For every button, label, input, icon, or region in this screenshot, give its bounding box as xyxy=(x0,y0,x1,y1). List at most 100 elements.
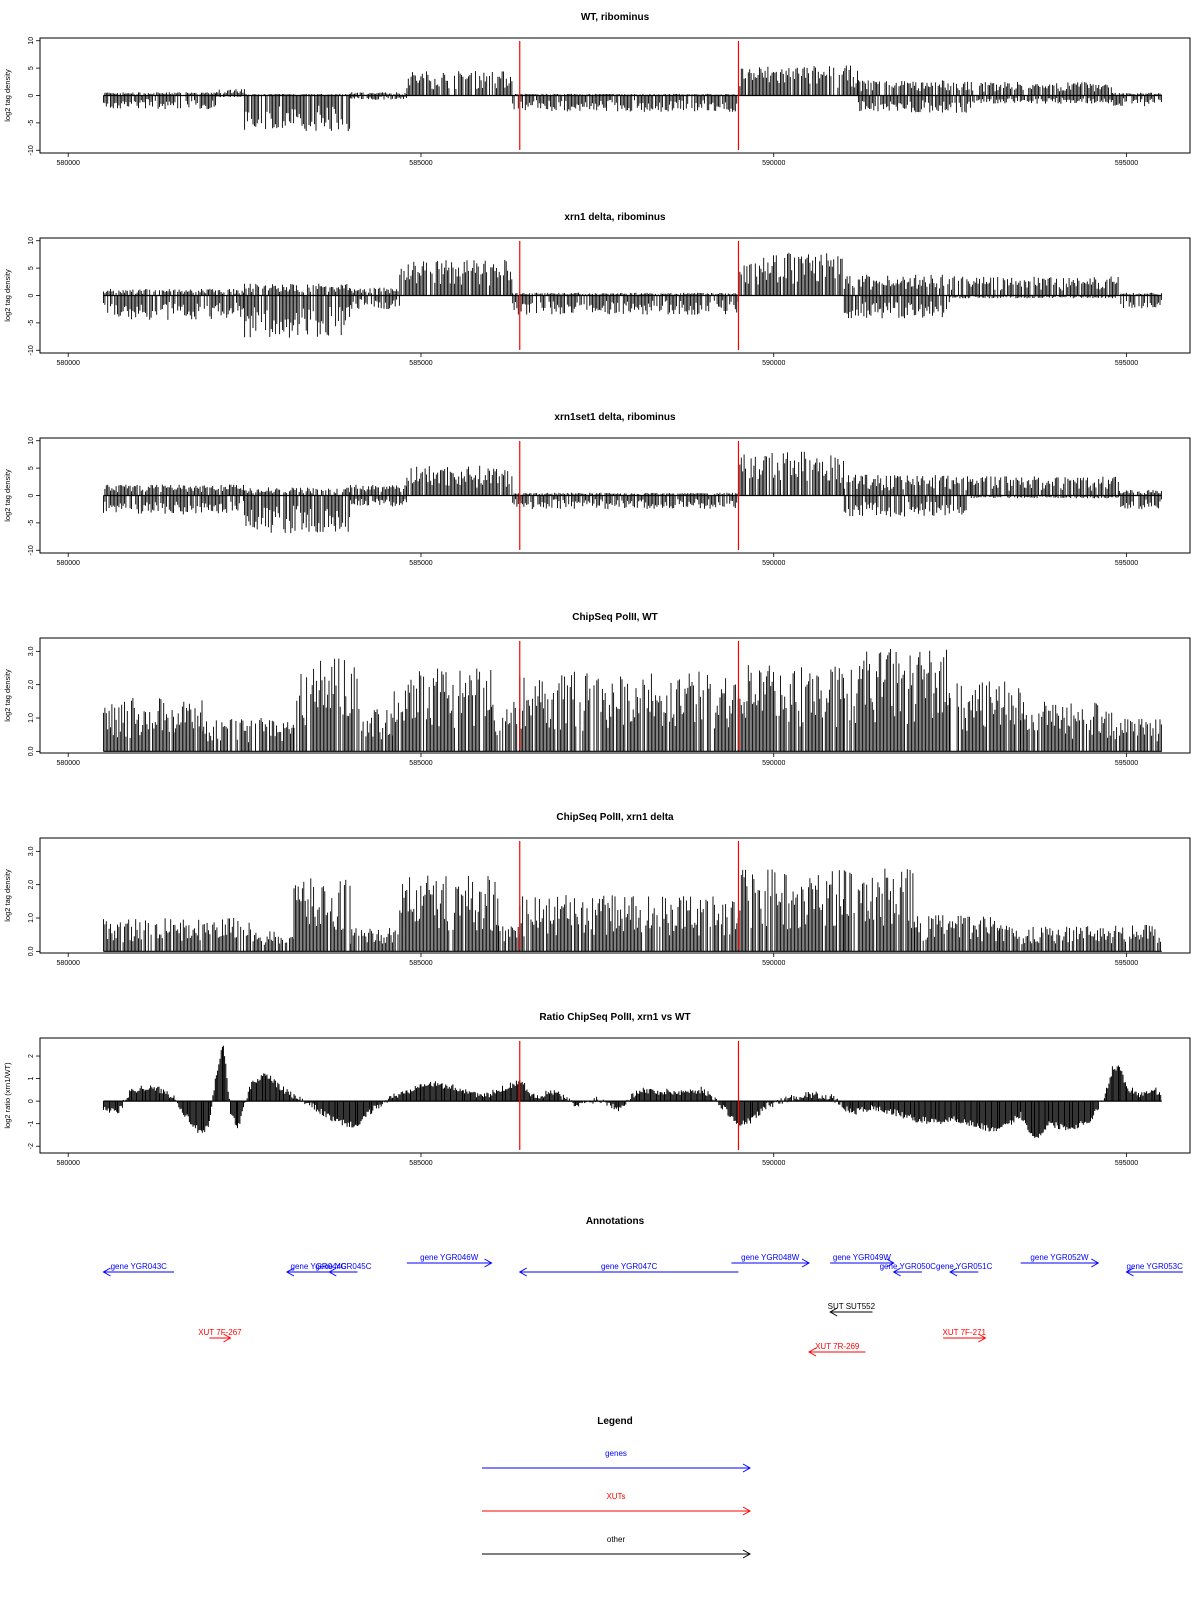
positive-strand-bars xyxy=(103,649,1162,752)
y-tick-label: -1 xyxy=(28,1120,35,1126)
y-tick-label: 3.0 xyxy=(28,846,35,856)
feature-gene: gene YGR052W xyxy=(1020,1253,1100,1268)
y-tick-label: 3.0 xyxy=(28,646,35,656)
x-tick-label: 580000 xyxy=(57,1160,80,1167)
y-tick-label: -2 xyxy=(28,1143,35,1149)
panel-xrn1set1_ribominus: xrn1set1 delta, ribominus log2 tag densit… xyxy=(3,412,1191,567)
positive-strand-bars xyxy=(103,868,1161,952)
y-axis-label: log2 tag density xyxy=(3,669,12,722)
y-tick-label: 0 xyxy=(28,93,35,97)
legend-arrow-head xyxy=(742,1463,752,1473)
legend-entry-gene: genes xyxy=(482,1449,752,1473)
y-tick-label: 0.0 xyxy=(28,946,35,956)
xut-arrow-head xyxy=(223,1333,232,1343)
y-tick-label: -5 xyxy=(28,320,35,326)
panel-title: ChipSeq PolII, xrn1 delta xyxy=(556,812,674,823)
y-tick-label: 1.0 xyxy=(28,913,35,923)
feature-label: gene YGR052W xyxy=(1030,1253,1089,1262)
panel-chipseq_wt: ChipSeq PolII, WT log2 tag density 0.0 1.0 2… xyxy=(3,612,1191,767)
y-tick-label: 0 xyxy=(28,293,35,297)
feature-xut: XUT 7R-269 xyxy=(808,1342,866,1357)
feature-label: gene YGR044C xyxy=(291,1262,348,1271)
plot-frame xyxy=(39,637,1191,754)
signal-track xyxy=(103,868,1162,952)
panel-title: xrn1 delta, ribominus xyxy=(564,212,666,223)
negative-strand-bars xyxy=(103,295,1162,338)
x-tick-label: 595000 xyxy=(1115,1160,1138,1167)
plot-frame xyxy=(39,837,1191,954)
x-tick-label: 595000 xyxy=(1115,560,1138,567)
gene-arrow-head xyxy=(801,1258,811,1268)
y-tick-label: -10 xyxy=(28,345,35,355)
feature-gene: gene YGR051C xyxy=(936,1262,993,1277)
y-tick-label: 2.0 xyxy=(28,880,35,890)
x-tick-label: 585000 xyxy=(409,160,432,167)
panel-title: Ratio ChipSeq PolII, xrn1 vs WT xyxy=(539,1012,690,1023)
feature-gene: gene YGR047C xyxy=(518,1262,739,1277)
feature-gene: gene YGR049W xyxy=(830,1253,895,1268)
gene-arrow-head xyxy=(1091,1258,1100,1268)
y-tick-label: -5 xyxy=(28,520,35,526)
feature-label: gene YGR043C xyxy=(111,1262,168,1271)
legend-title: Legend xyxy=(597,1416,633,1427)
y-tick-label: 0 xyxy=(28,493,35,497)
x-tick-label: 595000 xyxy=(1115,760,1138,767)
plot-frame xyxy=(39,1037,1191,1154)
x-tick-label: 580000 xyxy=(57,360,80,367)
feature-gene: gene YGR043C xyxy=(102,1262,175,1277)
x-tick-label: 595000 xyxy=(1115,960,1138,967)
feature-xut: XUT 7F-267 xyxy=(198,1328,242,1343)
gene-arrow-head xyxy=(328,1267,337,1277)
annotations-title: Annotations xyxy=(586,1216,645,1227)
y-tick-label: 0.0 xyxy=(28,746,35,756)
negative-strand-bars xyxy=(103,95,1162,132)
gene-arrow-head xyxy=(285,1267,295,1277)
x-tick-label: 590000 xyxy=(762,760,785,767)
x-tick-label: 585000 xyxy=(409,360,432,367)
x-tick-label: 595000 xyxy=(1115,360,1138,367)
y-axis-label: log2 tag density xyxy=(3,469,12,522)
legend-entry-xut: XUTs xyxy=(482,1492,752,1516)
positive-strand-bars xyxy=(104,65,1162,96)
y-tick-label: 5 xyxy=(28,266,35,270)
x-tick-label: 585000 xyxy=(409,760,432,767)
x-tick-label: 595000 xyxy=(1115,160,1138,167)
xut-arrow-head xyxy=(978,1333,987,1343)
x-tick-label: 585000 xyxy=(409,960,432,967)
y-axis-label: log2 ratio (xrn1/WT) xyxy=(3,1062,12,1129)
feature-gene: gene YGR046W xyxy=(406,1253,493,1268)
xut-arrow-head xyxy=(808,1347,817,1357)
x-tick-label: 580000 xyxy=(57,760,80,767)
x-tick-label: 585000 xyxy=(409,1160,432,1167)
annotations-panel: Annotations gene YGR043C gene YGR044C gene … xyxy=(102,1216,1183,1357)
panel-ratio_chipseq: Ratio ChipSeq PolII, xrn1 vs WT log2 rati… xyxy=(3,1012,1191,1167)
positive-strand-bars xyxy=(104,451,1162,496)
y-axis-label: log2 tag density xyxy=(3,869,12,922)
y-tick-label: -10 xyxy=(28,145,35,155)
y-tick-label: 1.0 xyxy=(28,713,35,723)
feature-label: gene YGR048W xyxy=(741,1253,800,1262)
x-tick-label: 585000 xyxy=(409,560,432,567)
y-tick-label: 10 xyxy=(28,37,35,45)
x-tick-label: 590000 xyxy=(762,560,785,567)
legend-arrow-head xyxy=(742,1549,752,1559)
gene-arrow-head xyxy=(484,1258,493,1268)
x-tick-label: 590000 xyxy=(762,960,785,967)
y-tick-label: 10 xyxy=(28,437,35,445)
legend-arrow-head xyxy=(742,1506,752,1516)
y-tick-label: -10 xyxy=(28,545,35,555)
x-tick-label: 590000 xyxy=(762,1160,785,1167)
gene-arrow-head xyxy=(892,1267,901,1277)
y-tick-label: 1 xyxy=(28,1077,35,1081)
panel-title: ChipSeq PolII, WT xyxy=(572,612,658,623)
signal-track xyxy=(103,649,1162,752)
legend-panel: Legend genes XUTs other xyxy=(482,1416,752,1559)
feature-xut: XUT 7F-271 xyxy=(943,1328,987,1343)
feature-label: gene YGR050C xyxy=(880,1262,937,1271)
feature-gene: gene YGR050C xyxy=(880,1262,937,1277)
ratio-area xyxy=(103,1045,1162,1138)
legend-label: genes xyxy=(605,1449,627,1458)
positive-strand-bars xyxy=(103,252,1162,296)
x-tick-label: 580000 xyxy=(57,960,80,967)
